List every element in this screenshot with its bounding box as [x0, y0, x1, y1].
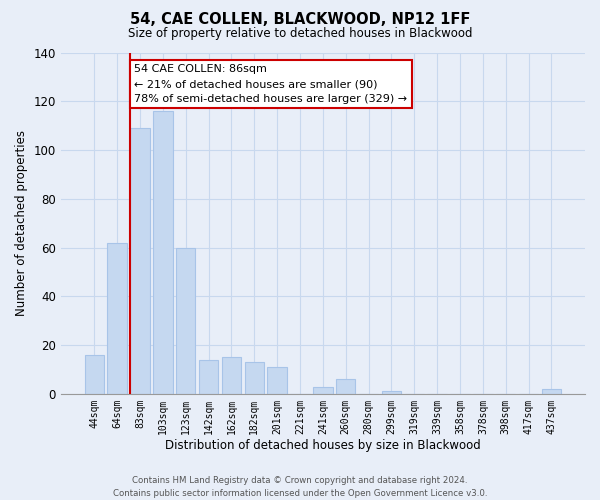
Bar [107, 242, 127, 394]
Bar [222, 358, 241, 394]
Text: 54, CAE COLLEN, BLACKWOOD, NP12 1FF: 54, CAE COLLEN, BLACKWOOD, NP12 1FF [130, 12, 470, 28]
X-axis label: Distribution of detached houses by size in Blackwood: Distribution of detached houses by size … [165, 440, 481, 452]
Text: Size of property relative to detached houses in Blackwood: Size of property relative to detached ho… [128, 28, 472, 40]
Bar [153, 111, 173, 394]
Text: 54 CAE COLLEN: 86sqm
← 21% of detached houses are smaller (90)
78% of semi-detac: 54 CAE COLLEN: 86sqm ← 21% of detached h… [134, 64, 407, 104]
Bar [85, 355, 104, 394]
Bar [130, 128, 150, 394]
Bar [336, 379, 355, 394]
Bar [199, 360, 218, 394]
Bar [382, 392, 401, 394]
Bar [313, 386, 332, 394]
Bar [176, 248, 196, 394]
Bar [268, 367, 287, 394]
Y-axis label: Number of detached properties: Number of detached properties [15, 130, 28, 316]
Bar [245, 362, 264, 394]
Text: Contains HM Land Registry data © Crown copyright and database right 2024.
Contai: Contains HM Land Registry data © Crown c… [113, 476, 487, 498]
Bar [542, 389, 561, 394]
